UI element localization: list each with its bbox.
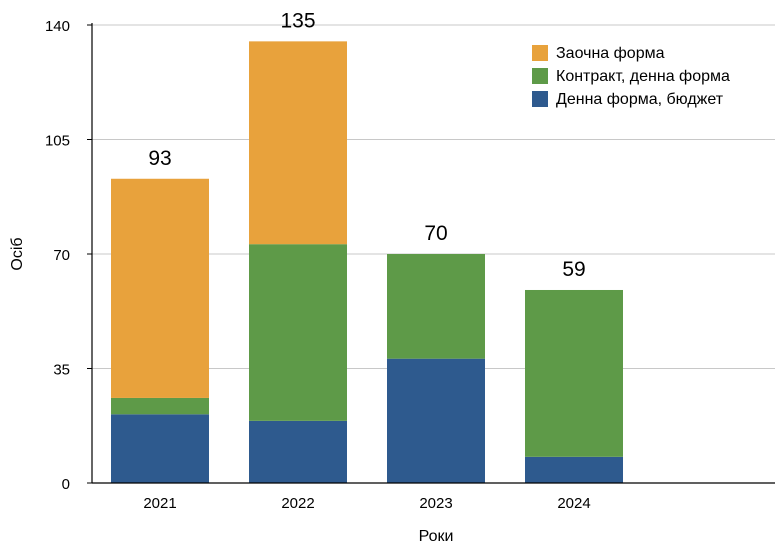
labels: 0 35 70 105 140 2021 93 2022 135 2023 70 2024 59 [45,9,591,512]
bar-segment-2022-1 [249,420,347,483]
y-axis-title: Осіб [9,237,26,270]
bar-segment-2021-1 [111,414,209,483]
y-tick-label: 0 [62,476,70,493]
bar-segment-2023-2 [387,254,485,359]
legend-swatch [532,91,548,107]
legend-swatch [532,45,548,61]
bar-total-label: 70 [424,222,447,245]
bar-total-label: 59 [562,258,585,281]
bars [111,41,623,483]
bar-segment-2023-1 [387,358,485,483]
bar-total-label: 135 [280,9,315,32]
legend-label: Контракт, денна форма [556,68,730,85]
legend-label: Заочна форма [556,45,665,62]
bar-total-label: 93 [148,147,171,170]
x-tick-label: 2023 [419,495,452,512]
bar-segment-2021-3 [111,178,209,398]
y-tick-label: 105 [45,133,70,150]
y-tick-label: 70 [53,247,70,264]
bar-segment-2021-2 [111,397,209,415]
bar-segment-2022-2 [249,244,347,421]
y-tick-label: 140 [45,18,70,35]
y-tick-label: 35 [53,362,70,379]
x-axis-title: Роки [419,528,454,545]
legend: Заочна форма Контракт, денна форма Денна ф… [532,45,730,108]
bar-segment-2024-1 [525,456,623,483]
x-tick-label: 2024 [557,495,590,512]
x-tick-label: 2021 [143,495,176,512]
axes [87,23,775,484]
bar-segment-2024-2 [525,289,623,457]
legend-label: Денна форма, бюджет [556,91,724,108]
bar-segment-2022-3 [249,41,347,245]
legend-swatch [532,68,548,84]
x-tick-label: 2022 [281,495,314,512]
